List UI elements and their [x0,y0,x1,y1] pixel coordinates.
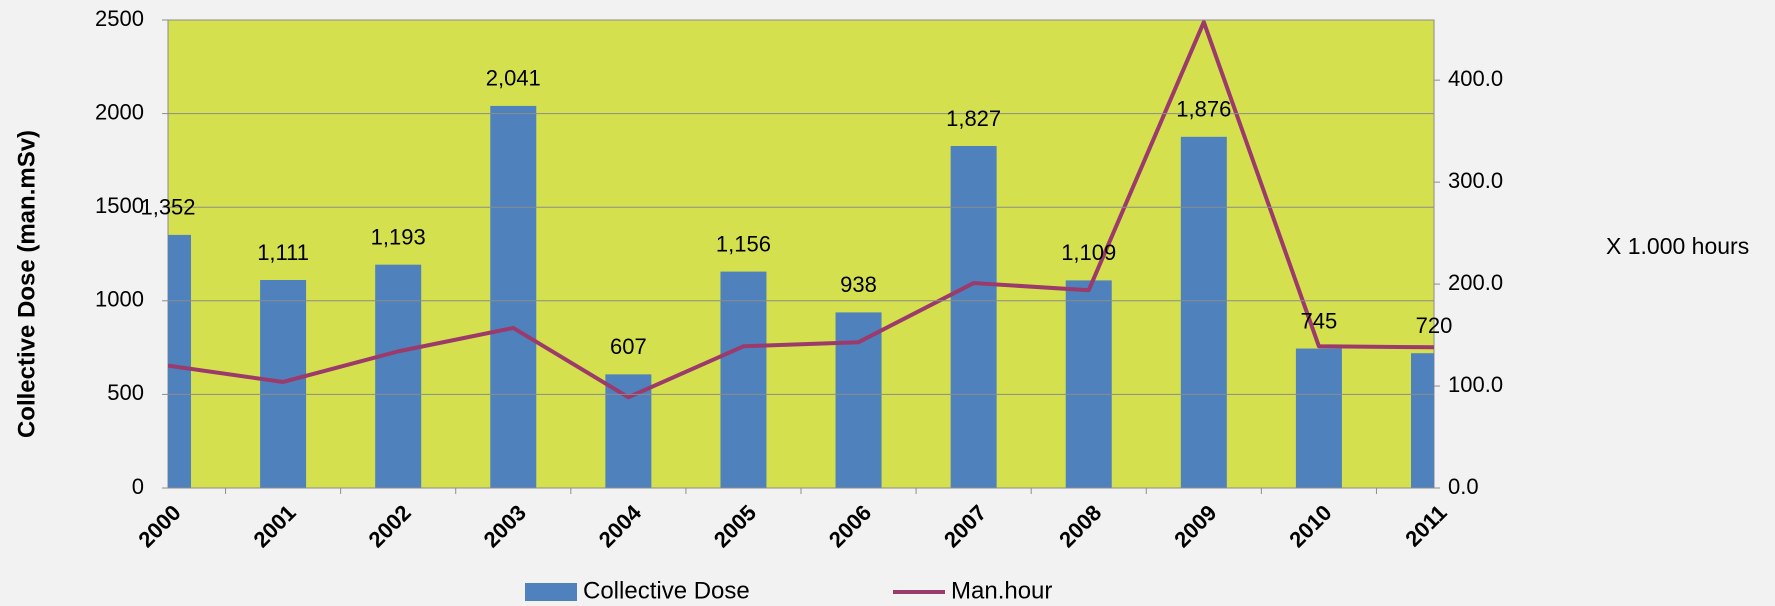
data-label: 1,109 [1061,240,1116,265]
x-tick-label: 2005 [709,500,761,552]
x-tick-label: 2006 [824,500,876,552]
data-label: 1,352 [140,195,195,220]
y-tick-label: 2000 [95,99,144,124]
y-tick-label: 2500 [95,6,144,31]
data-label: 745 [1301,308,1338,333]
data-label: 720 [1416,313,1453,338]
y-tick-label: 500 [107,380,144,405]
y-axis-title: Collective Dose (man.mSv) [13,130,40,438]
data-label: 1,156 [716,231,771,256]
bar [835,312,882,488]
y-tick-label: 1000 [95,287,144,312]
data-label: 1,876 [1176,97,1231,122]
x-tick-label: 2007 [939,500,991,552]
y2-tick-label: 0.0 [1448,474,1479,499]
x-tick-label: 2009 [1169,500,1221,552]
bar [605,374,652,488]
data-label: 938 [840,272,877,297]
bar [375,264,422,488]
bar [1295,348,1342,488]
y2-tick-label: 400.0 [1448,66,1503,91]
bar [490,105,537,488]
y2-axis-title: X 1.000 hours [1606,233,1749,259]
y2-tick-label: 300.0 [1448,168,1503,193]
line [168,20,1434,400]
bar [168,234,191,488]
bar [260,280,307,488]
marks [168,20,1434,488]
plot-area [167,19,1435,489]
legend-label: Collective Dose [583,577,750,604]
x-tick-label: 2008 [1054,500,1106,552]
y-tick-label: 0 [132,474,144,499]
data-label: 1,193 [371,224,426,249]
x-tick-label: 2004 [594,499,647,552]
data-label: 2,041 [486,66,541,91]
x-tick-label: 2003 [479,500,531,552]
legend-label: Man.hour [951,577,1052,604]
bar [950,145,997,488]
x-tick-label: 2002 [364,500,416,552]
x-tick-label: 2011 [1400,500,1451,551]
bar [1180,136,1227,488]
legend-swatch [525,583,577,601]
data-label: 1,111 [257,240,309,265]
y2-tick-label: 100.0 [1448,372,1503,397]
data-label: 607 [610,334,647,359]
data-label: 1,827 [946,106,1001,131]
y2-tick-label: 200.0 [1448,270,1503,295]
x-tick-label: 2010 [1284,500,1336,552]
bar [1065,280,1112,488]
bar [1411,353,1434,488]
x-tick-label: 2000 [133,500,185,552]
y-tick-label: 1500 [95,193,144,218]
bar [720,271,767,488]
x-tick-label: 2001 [248,500,300,552]
